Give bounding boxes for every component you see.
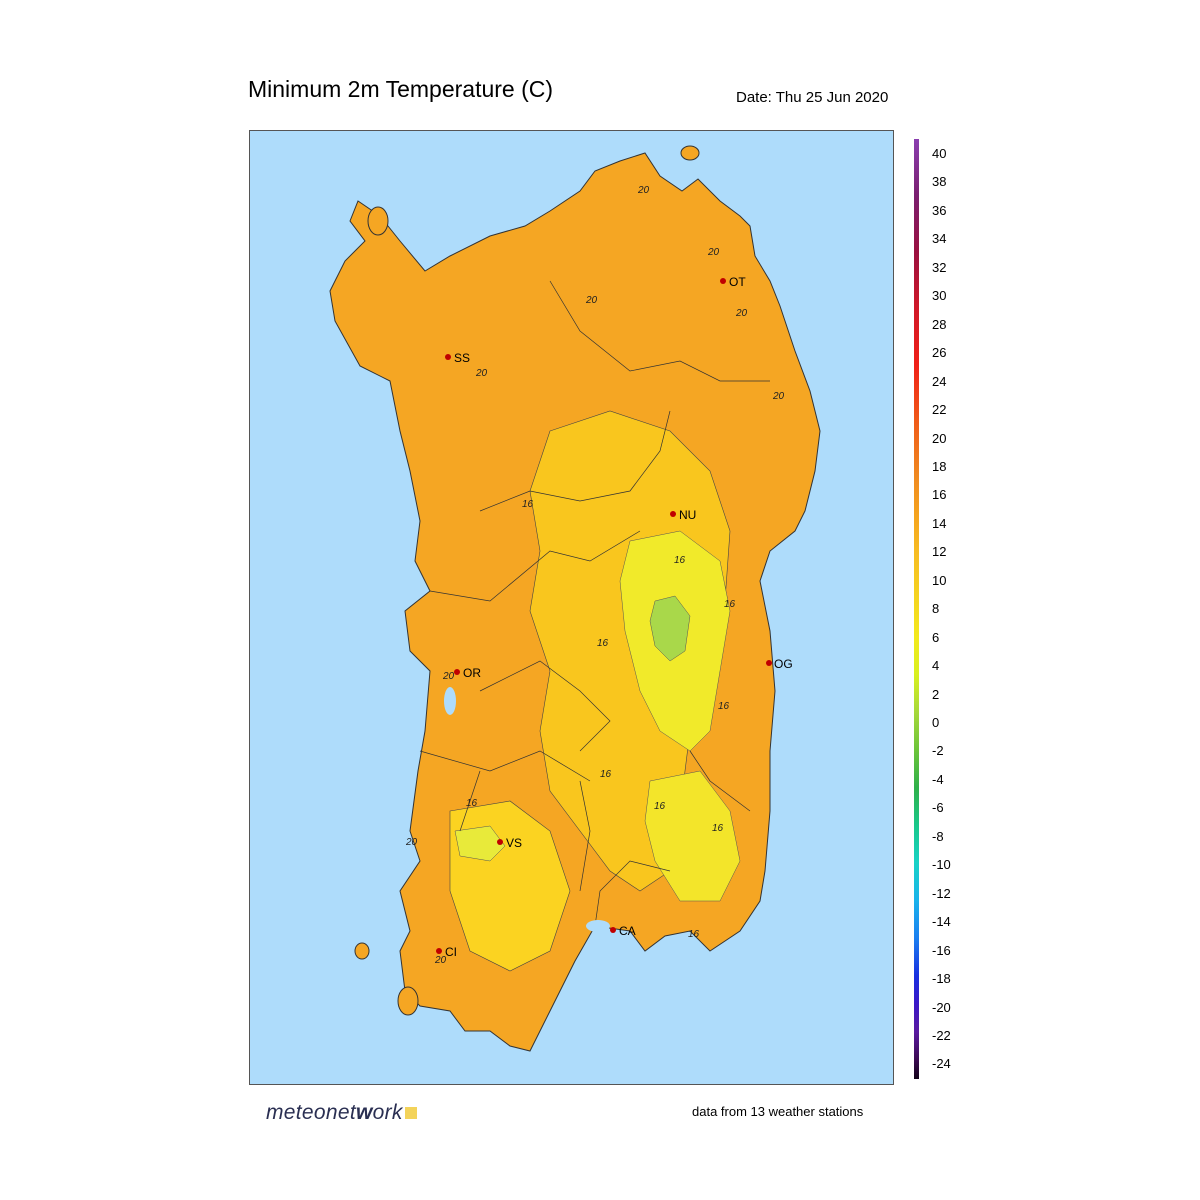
contour-label: 16 xyxy=(597,638,609,649)
contour-label: 20 xyxy=(772,391,785,402)
station-or: OR xyxy=(454,666,481,680)
map-title: Minimum 2m Temperature (C) xyxy=(248,76,554,102)
zone-cool-vs xyxy=(454,825,506,862)
colorbar-tick-label: 28 xyxy=(932,316,947,332)
logo-part: meteo xyxy=(266,1101,326,1124)
colorbar-tick-label: -6 xyxy=(932,800,944,816)
station-ci: CI xyxy=(436,945,457,959)
contour-label: 16 xyxy=(688,929,700,940)
colorbar-tick-label: 30 xyxy=(932,288,947,304)
contour-label: 20 xyxy=(707,247,720,258)
colorbar-tick-label: -20 xyxy=(932,999,951,1015)
contour-label: 16 xyxy=(712,823,724,834)
colorbar-tick-label: -8 xyxy=(932,828,944,844)
colorbar-tick-label: -18 xyxy=(932,971,951,987)
sardinia-map-svg: OT SS NU OG OR VS CA CI xyxy=(329,145,821,1052)
station-ca: CA xyxy=(610,924,636,938)
colorbar-tick-label: -12 xyxy=(932,885,951,901)
contour-label: 20 xyxy=(637,185,650,196)
station-nu: NU xyxy=(670,508,696,522)
station-label: CA xyxy=(619,924,636,938)
colorbar-tick-label: 34 xyxy=(932,231,947,247)
contour-label: 16 xyxy=(654,801,666,812)
colorbar-tick-label: 32 xyxy=(932,259,947,275)
colorbar-tick-label: 16 xyxy=(932,487,947,503)
contour-label: 20 xyxy=(442,671,455,682)
contour-label: 20 xyxy=(735,308,748,319)
colorbar-tick-label: 36 xyxy=(932,202,947,218)
contour-label: 16 xyxy=(600,769,612,780)
colorbar-tick-label: -2 xyxy=(932,743,944,759)
island-asinara xyxy=(367,206,389,236)
colorbar-tick-label: 6 xyxy=(932,629,940,645)
colorbar-tick-label: 20 xyxy=(932,430,947,446)
colorbar-tick-label: -16 xyxy=(932,942,951,958)
colorbar-tick-label: -14 xyxy=(932,914,951,930)
station-label: NU xyxy=(679,508,696,522)
colorbar-tick-label: 2 xyxy=(932,686,940,702)
island-san-pietro xyxy=(354,942,370,960)
station-ot: OT xyxy=(720,275,746,289)
colorbar-tick-label: -10 xyxy=(932,857,951,873)
logo-part: w xyxy=(355,1101,373,1124)
contour-label: 20 xyxy=(405,837,418,848)
meteonetwork-logo: meteonetwork xyxy=(266,1101,417,1125)
contour-label: 16 xyxy=(718,701,730,712)
station-label: OG xyxy=(774,657,793,671)
island-sant-antioco xyxy=(397,986,419,1016)
station-ss: SS xyxy=(445,351,470,365)
contour-label: 16 xyxy=(522,499,534,510)
contour-label: 16 xyxy=(674,555,686,566)
colorbar-tick-label: 10 xyxy=(932,572,947,588)
colorbar-tick-label: 14 xyxy=(932,515,947,531)
colorbar-tick-label: 26 xyxy=(932,345,947,361)
colorbar-tick-label: 18 xyxy=(932,458,947,474)
colorbar-tick-label: 40 xyxy=(932,146,947,161)
colorbar-tick-label: -4 xyxy=(932,771,944,787)
temperature-colorbar xyxy=(914,139,919,1079)
boundary-lines xyxy=(419,280,770,927)
zone-cold-peak xyxy=(649,595,691,662)
logo-square-icon xyxy=(404,1107,417,1119)
logo-part: net xyxy=(325,1101,356,1124)
stations-note: data from 13 weather stations xyxy=(692,1104,864,1119)
logo-part: ork xyxy=(372,1101,403,1124)
station-og: OG xyxy=(766,657,793,671)
cagliari-lagoon xyxy=(586,920,610,932)
contour-label: 20 xyxy=(585,295,598,306)
contour-label: 20 xyxy=(434,955,447,966)
colorbar-tick-label: 22 xyxy=(932,402,947,418)
station-label: OR xyxy=(463,666,481,680)
station-label: VS xyxy=(506,836,522,850)
island-maddalena xyxy=(680,145,700,161)
station-label: SS xyxy=(454,351,470,365)
colorbar-tick-label: 8 xyxy=(932,601,940,617)
colorbar-tick-label: -22 xyxy=(932,1027,951,1043)
colorbar-tick-label: 4 xyxy=(932,658,940,674)
colorbar-tick-label: 12 xyxy=(932,544,947,560)
station-label: OT xyxy=(729,275,746,289)
colorbar-tick-label: -24 xyxy=(932,1056,951,1072)
station-label: CI xyxy=(445,945,457,959)
contour-label: 16 xyxy=(724,599,736,610)
oristano-gulf xyxy=(444,687,456,715)
temperature-map: OT SS NU OG OR VS CA CI xyxy=(249,130,894,1085)
contour-label: 20 xyxy=(475,368,488,379)
colorbar-tick-label: 0 xyxy=(932,715,940,730)
station-vs: VS xyxy=(497,836,522,850)
zone-cool-southeast xyxy=(644,770,741,902)
contour-label: 16 xyxy=(466,798,478,809)
colorbar-tick-label: 24 xyxy=(932,373,947,389)
map-date: Date: Thu 25 Jun 2020 xyxy=(736,89,889,106)
colorbar-tick-label: 38 xyxy=(932,174,947,190)
